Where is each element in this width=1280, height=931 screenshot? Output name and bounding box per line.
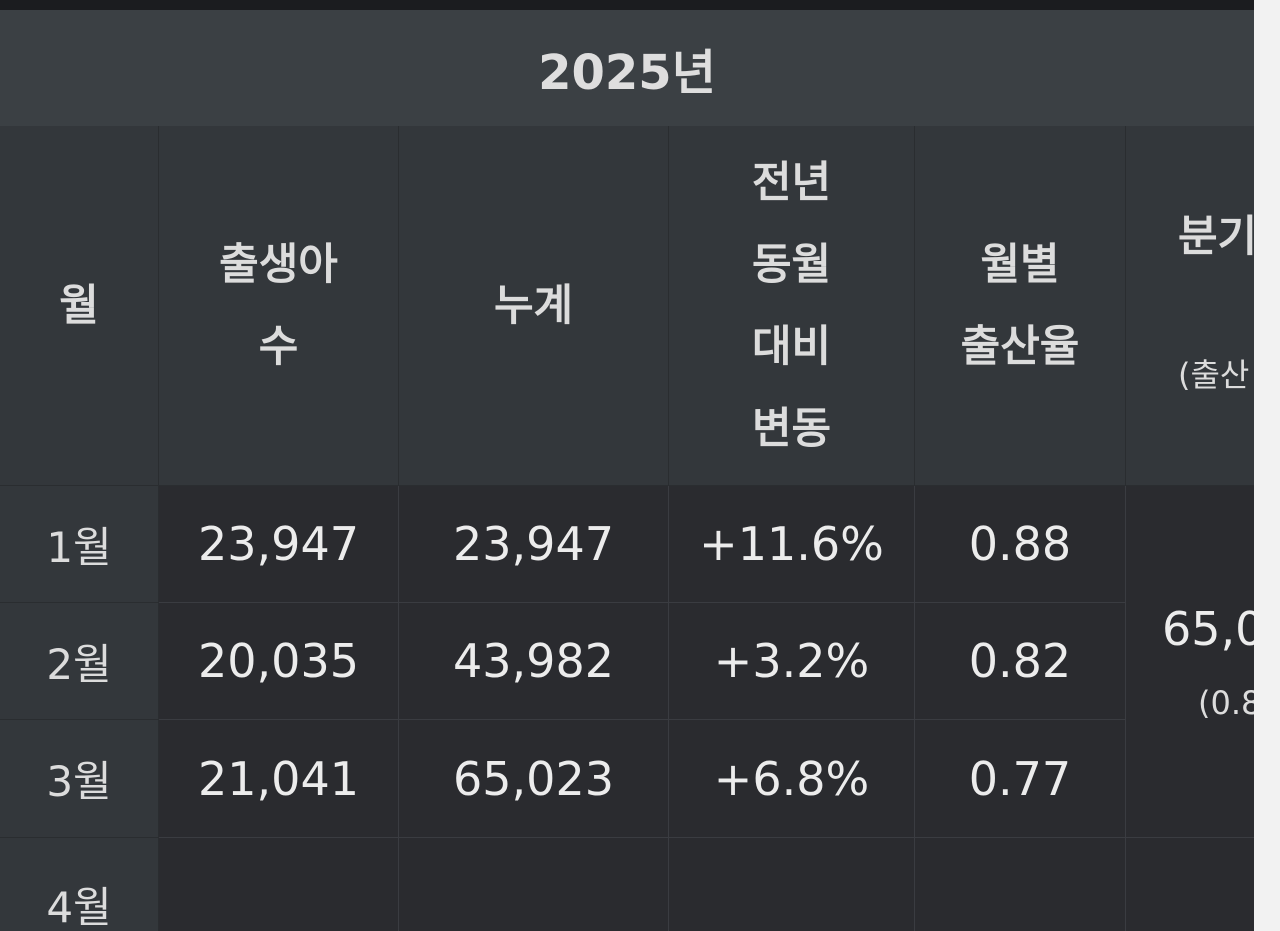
year-header: 2025년 xyxy=(0,10,1254,126)
top-bar xyxy=(0,0,1280,10)
row-2-births: 20,035 xyxy=(159,603,399,720)
row-1-month: 1월 xyxy=(0,486,159,603)
quarter-q1-sub: (0.8 xyxy=(1198,683,1254,722)
header-month: 월 xyxy=(0,126,159,486)
row-1-monthly-tfr: 0.88 xyxy=(915,486,1126,603)
row-4-month: 4월 xyxy=(0,838,159,931)
row-3-month: 3월 xyxy=(0,720,159,838)
row-3-yoy-change: +6.8% xyxy=(669,720,915,838)
row-2-cumulative: 43,982 xyxy=(399,603,669,720)
row-3-cumulative: 65,023 xyxy=(399,720,669,838)
quarter-q1-cell: 65,0 (0.8 xyxy=(1126,486,1254,838)
scrollbar[interactable] xyxy=(1254,0,1280,931)
row-1-cumulative: 23,947 xyxy=(399,486,669,603)
row-3-births: 21,041 xyxy=(159,720,399,838)
header-monthly-tfr: 월별 출산율 xyxy=(915,126,1126,486)
row-2-month: 2월 xyxy=(0,603,159,720)
quarter-q1-value: 65,0 xyxy=(1162,601,1254,656)
header-cumulative: 누계 xyxy=(399,126,669,486)
row-4-yoy-change xyxy=(669,838,915,931)
header-yoy-change: 전년 동월 대비 변동 xyxy=(669,126,915,486)
row-3-monthly-tfr: 0.77 xyxy=(915,720,1126,838)
row-4-quarter xyxy=(1126,838,1254,931)
row-2-monthly-tfr: 0.82 xyxy=(915,603,1126,720)
row-2-yoy-change: +3.2% xyxy=(669,603,915,720)
row-1-births: 23,947 xyxy=(159,486,399,603)
row-1-yoy-change: +11.6% xyxy=(669,486,915,603)
row-4-monthly-tfr xyxy=(915,838,1126,931)
header-births: 출생아 수 xyxy=(159,126,399,486)
header-quarter: 분기 (출산 xyxy=(1126,126,1254,486)
column-header-row: 월 출생아 수 누계 전년 동월 대비 변동 월별 출산율 분기 (출산 xyxy=(0,126,1254,486)
births-table: 2025년 월 출생아 수 누계 전년 동월 대비 변동 월별 출산율 분기 (… xyxy=(0,10,1254,931)
row-4-births xyxy=(159,838,399,931)
row-4-cumulative xyxy=(399,838,669,931)
header-quarter-label: 분기 xyxy=(1178,211,1254,262)
header-quarter-sub: (출산 xyxy=(1178,355,1250,394)
table-body: 1월 23,947 23,947 +11.6% 0.88 2월 20,035 4… xyxy=(0,486,1254,931)
